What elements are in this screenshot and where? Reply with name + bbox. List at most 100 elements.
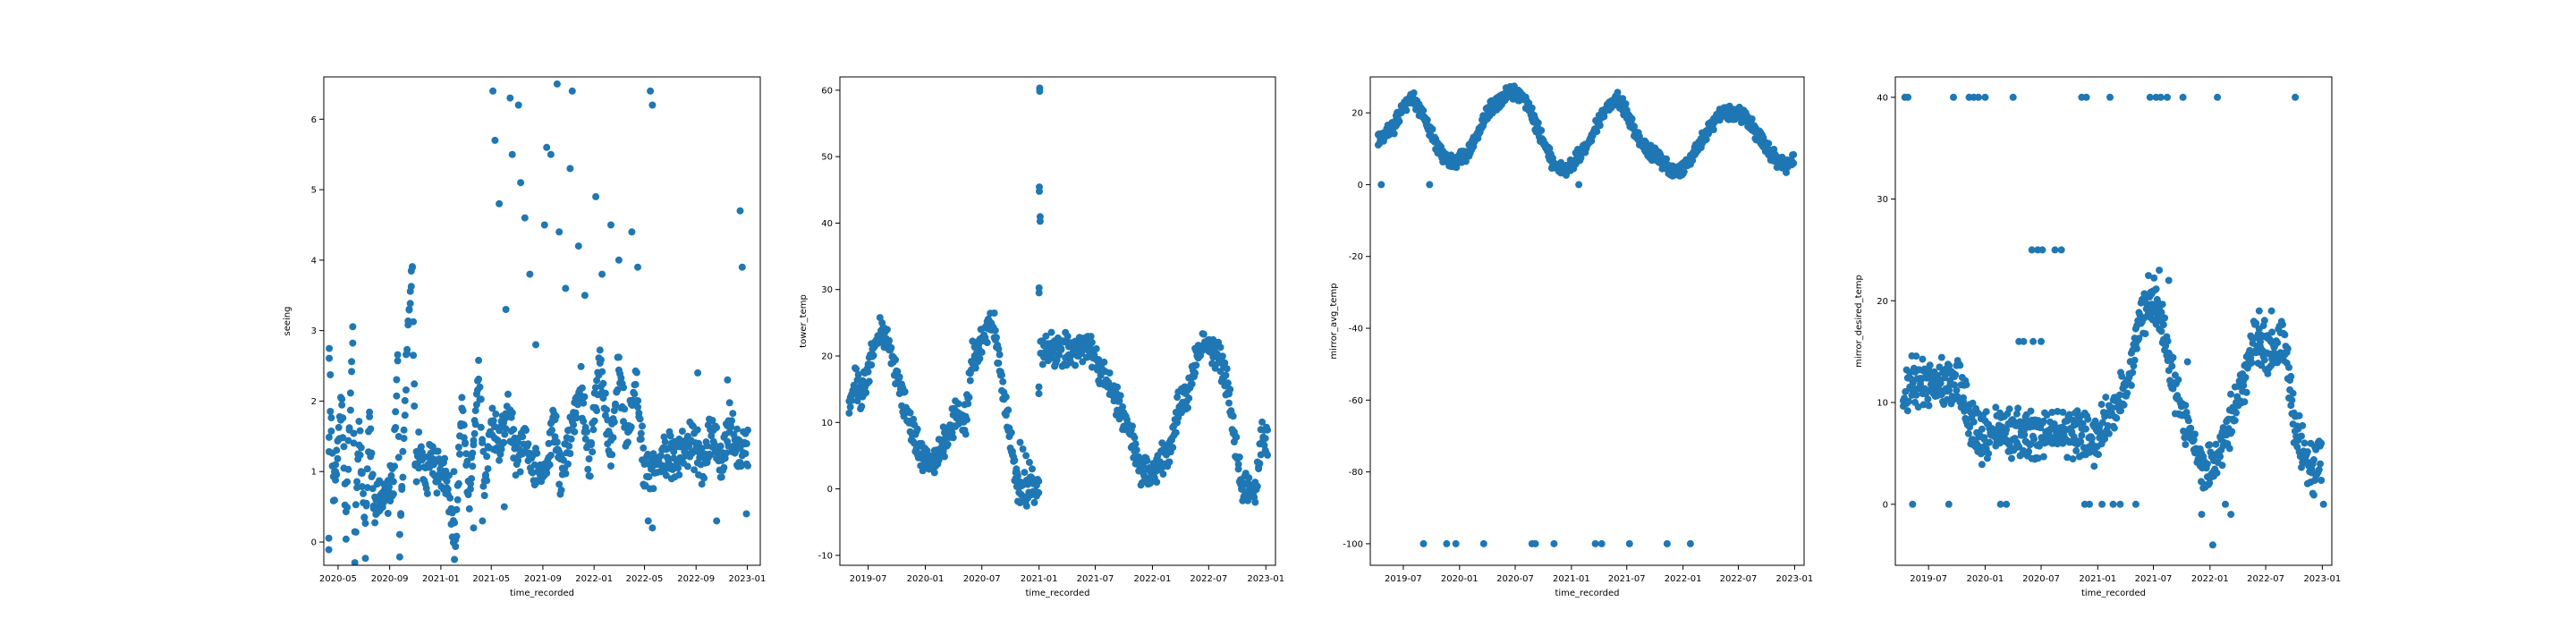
data-point <box>555 228 564 236</box>
data-point <box>634 263 641 271</box>
y-axis-label: mirror_desired_temp <box>1854 275 1864 368</box>
y-tick-label: -10 <box>818 551 833 561</box>
data-point <box>547 150 555 158</box>
x-tick-label: 2020-07 <box>2022 574 2060 584</box>
x-tick-label: 2021-01 <box>2079 574 2116 584</box>
x-tick-label: 2021-07 <box>2135 574 2173 584</box>
x-tick-label: 2020-09 <box>371 574 409 584</box>
y-tick-label: 0 <box>827 485 833 495</box>
y-axis-label: mirror_avg_temp <box>1329 283 1339 359</box>
y-tick-label: 30 <box>1877 195 1888 205</box>
data-point <box>648 101 657 109</box>
data-point <box>2164 93 2171 101</box>
y-tick-label: 10 <box>1877 399 1888 409</box>
data-point <box>598 270 606 278</box>
data-point <box>724 376 732 384</box>
series-dense-band <box>1899 272 2326 499</box>
data-point <box>574 242 582 250</box>
plot-area <box>1374 82 1798 547</box>
data-point <box>2003 500 2011 508</box>
y-axis-label: tower_temp <box>799 294 809 348</box>
y-tick-label: 3 <box>311 326 317 336</box>
y-tick-label: -40 <box>1349 325 1363 335</box>
data-point <box>2183 358 2191 366</box>
y-tick-label: 0 <box>1358 181 1363 191</box>
data-point <box>1531 539 1539 547</box>
data-point <box>607 221 614 229</box>
data-point <box>2028 246 2036 254</box>
data-point <box>2165 276 2173 284</box>
x-tick-label: 2021-01 <box>1021 574 1058 584</box>
data-point <box>2106 93 2114 101</box>
series-1 <box>845 84 1272 510</box>
subplot-3: 2019-07 2020-01 2020-07 2021-01 2021-07 2022-… <box>1329 76 1814 598</box>
x-tick-label: 2020-05 <box>319 574 357 584</box>
data-point <box>1029 465 1036 473</box>
x-tick-label: 2022-07 <box>1190 574 1227 584</box>
data-point <box>592 192 600 200</box>
data-point <box>1377 181 1385 189</box>
data-point <box>1625 539 1633 547</box>
data-point <box>1022 452 1030 460</box>
x-axis-label: time_recorded <box>510 589 574 598</box>
x-tick-label: 2021-07 <box>1077 574 1114 584</box>
data-point <box>614 256 623 264</box>
data-point <box>1025 458 1033 466</box>
axes-frame <box>323 76 761 566</box>
x-tick-label: 2019-07 <box>1910 574 1947 584</box>
data-point <box>742 510 750 518</box>
data-point <box>2292 93 2300 101</box>
axes-frame <box>839 76 1276 566</box>
data-point <box>1019 445 1027 453</box>
data-point <box>508 150 516 158</box>
data-point <box>506 94 514 102</box>
data-point <box>2255 307 2263 315</box>
series-1 <box>1374 82 1798 547</box>
data-point <box>1419 539 1428 547</box>
data-point <box>2086 500 2093 508</box>
data-point <box>1904 93 1912 101</box>
y-tick-label: 5 <box>311 186 317 196</box>
data-point <box>2179 93 2187 101</box>
data-point <box>491 136 499 144</box>
x-tick-label: 2022-05 <box>626 574 664 584</box>
data-point <box>532 341 539 349</box>
series-1 <box>325 80 751 565</box>
data-point <box>502 306 510 313</box>
data-point <box>1479 539 1487 547</box>
y-tick-label: 40 <box>821 219 833 229</box>
data-point <box>2146 93 2154 101</box>
y-tick-label: 20 <box>1352 109 1363 119</box>
data-point <box>736 207 744 215</box>
data-point <box>1591 539 1599 547</box>
x-tick-label: 2023-01 <box>1776 574 1814 584</box>
data-point <box>526 270 534 278</box>
x-tick-label: 2020-01 <box>1967 574 2004 584</box>
data-point <box>2082 93 2090 101</box>
data-point <box>2267 307 2275 315</box>
data-point <box>2029 337 2038 345</box>
subplot-1: 2020-05 2020-09 2021-01 2021-05 2021-09 2022-… <box>283 76 767 598</box>
series-dense-band <box>1374 82 1798 180</box>
data-point <box>694 369 702 377</box>
y-tick-label: -60 <box>1349 396 1363 406</box>
x-tick-label: 2022-01 <box>575 574 613 584</box>
data-point <box>1981 93 1989 101</box>
data-point <box>647 87 655 95</box>
data-point <box>470 524 478 532</box>
data-point <box>644 517 652 525</box>
x-tick-label: 2023-01 <box>729 574 767 584</box>
data-point <box>543 143 551 151</box>
x-tick-label: 2022-07 <box>2247 574 2284 584</box>
x-tick-label: 2021-01 <box>1553 574 1590 584</box>
x-axis-label: time_recorded <box>1555 589 1619 598</box>
data-point <box>568 87 576 95</box>
data-point <box>1016 438 1024 446</box>
plot-area <box>325 80 751 565</box>
data-point <box>1945 500 1953 508</box>
y-tick-label: 0 <box>311 538 317 548</box>
series-dense-band <box>325 263 751 565</box>
data-point <box>2208 541 2216 549</box>
data-point <box>628 228 636 236</box>
data-point <box>540 221 548 229</box>
